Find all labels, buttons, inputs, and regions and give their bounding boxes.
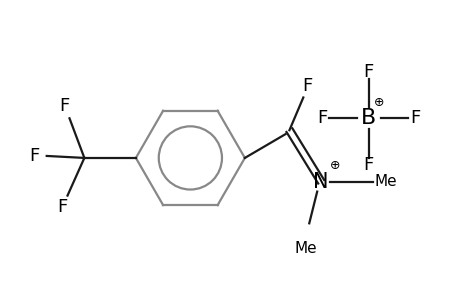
Text: F: F (59, 98, 69, 116)
Text: B: B (360, 108, 375, 128)
Text: F: F (363, 156, 373, 174)
Text: Me: Me (374, 174, 397, 189)
Text: Me: Me (294, 241, 317, 256)
Text: ⊕: ⊕ (329, 159, 340, 172)
Text: F: F (302, 76, 312, 94)
Text: ⊕: ⊕ (374, 96, 384, 109)
Text: F: F (363, 63, 373, 81)
Text: N: N (313, 172, 328, 192)
Text: F: F (30, 147, 40, 165)
Text: F: F (57, 199, 67, 217)
Text: F: F (409, 109, 420, 127)
Text: F: F (316, 109, 326, 127)
